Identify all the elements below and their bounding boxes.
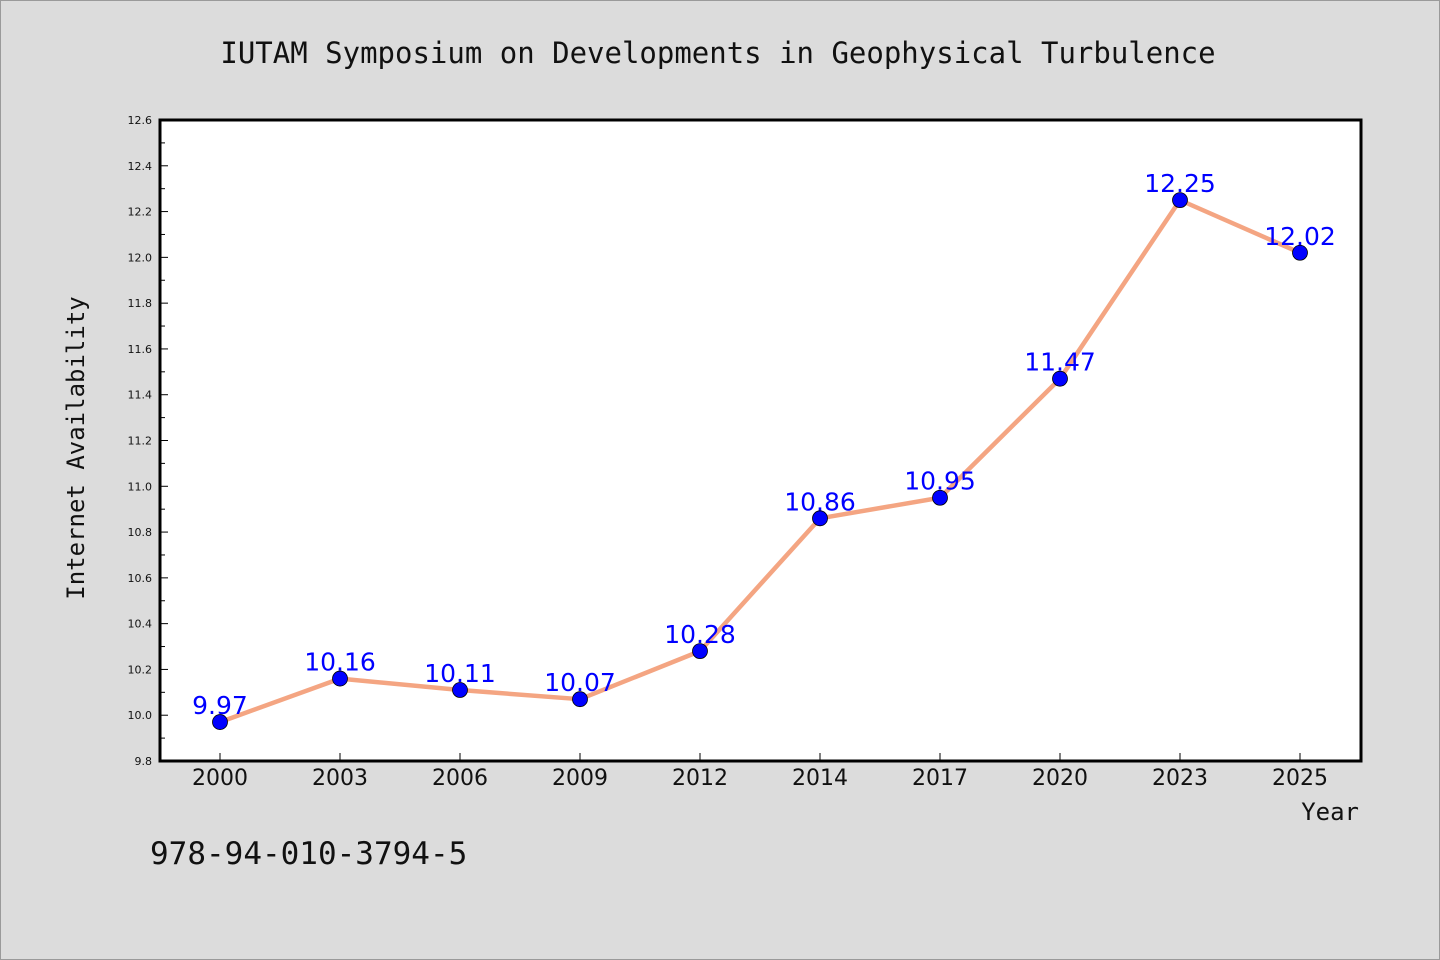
footer-code: 978-94-010-3794-5 — [150, 836, 467, 872]
y-tick-label: 10.2 — [128, 663, 153, 676]
y-tick-label: 12.4 — [128, 160, 153, 173]
x-tick-label: 2017 — [912, 766, 968, 791]
data-label: 10.86 — [784, 487, 856, 516]
x-axis: 2000 2003 2006 2009 2012 2014 2017 2020 2023 2025 — [192, 753, 1328, 791]
x-tick-label: 2014 — [792, 766, 848, 791]
data-point — [932, 489, 948, 506]
data-label: 11.47 — [1024, 348, 1096, 377]
y-tick-label: 12.6 — [128, 114, 153, 127]
x-tick-label: 2006 — [432, 766, 488, 791]
data-point — [332, 670, 348, 687]
y-tick-label: 10.4 — [128, 618, 153, 631]
y-axis: 9.8 10.0 10.2 10.4 10.6 10.8 11.0 11.2 11.4 11.6 1… — [128, 114, 168, 768]
y-tick-label: 9.8 — [135, 755, 153, 768]
y-tick-label: 11.2 — [128, 435, 153, 448]
data-point — [1292, 244, 1308, 261]
y-tick-label: 10.8 — [128, 526, 153, 539]
data-point — [212, 714, 228, 730]
chart-title: IUTAM Symposium on Developments in Geoph… — [220, 36, 1215, 70]
x-tick-label: 2020 — [1032, 766, 1088, 791]
x-tick-label: 2012 — [672, 766, 728, 791]
y-axis-label: Internet Availability — [62, 296, 90, 599]
x-axis-label: Year — [1301, 798, 1359, 826]
x-tick-label: 2000 — [192, 766, 248, 791]
x-tick-label: 2003 — [312, 766, 368, 791]
data-point — [692, 643, 708, 660]
y-tick-label: 11.0 — [128, 480, 153, 493]
data-point — [572, 691, 588, 708]
data-label: 9.97 — [192, 691, 248, 720]
data-label: 10.07 — [544, 668, 616, 697]
data-label: 10.16 — [304, 648, 376, 677]
x-tick-label: 2025 — [1272, 766, 1328, 791]
y-tick-label: 12.0 — [128, 251, 153, 264]
series-line — [219, 197, 1301, 725]
y-tick-label: 11.4 — [128, 389, 153, 402]
x-tick-label: 2023 — [1152, 766, 1208, 791]
y-tick-label: 12.2 — [128, 206, 153, 219]
y-tick-label: 10.0 — [128, 709, 153, 722]
data-point — [1052, 370, 1068, 387]
data-point — [812, 510, 828, 527]
y-tick-label: 11.8 — [128, 297, 153, 310]
data-label: 10.11 — [424, 659, 496, 688]
data-label: 10.95 — [904, 467, 976, 496]
y-tick-label: 10.6 — [128, 572, 153, 585]
data-label: 12.02 — [1264, 222, 1336, 251]
data-point — [452, 682, 468, 698]
data-label: 12.25 — [1144, 169, 1216, 198]
data-point — [1172, 192, 1188, 209]
y-tick-label: 11.6 — [128, 343, 153, 356]
x-tick-label: 2009 — [552, 766, 608, 791]
data-label: 10.28 — [664, 620, 736, 649]
series-layer: 9.97 10.16 10.11 10.07 10.28 10.86 10.95 11.47 1… — [192, 169, 1336, 730]
